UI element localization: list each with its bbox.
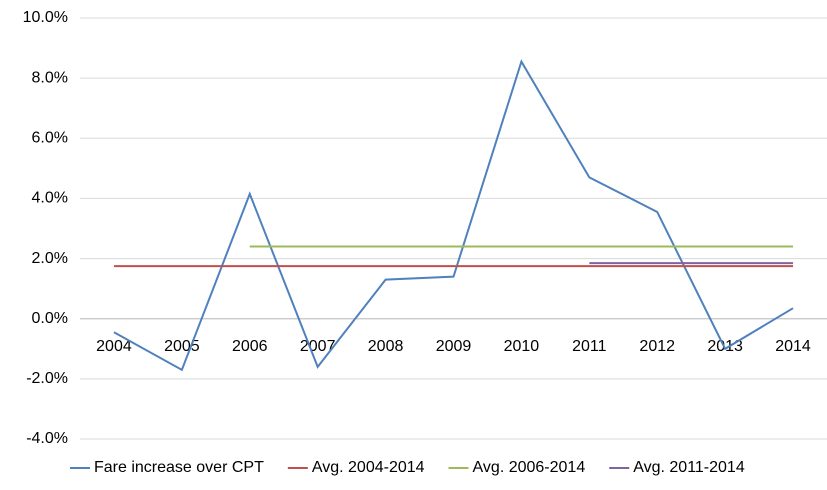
legend-label: Avg. 2006-2014	[473, 459, 586, 476]
series-line	[113, 59, 794, 372]
legend-label: Fare increase over CPT	[94, 459, 264, 476]
x-tick-label: 2006	[232, 338, 268, 355]
x-tick-label: 2009	[436, 338, 472, 355]
x-tick-label: 2012	[639, 338, 675, 355]
x-tick-label: 2005	[164, 338, 200, 355]
x-tick-label: 2010	[504, 338, 540, 355]
y-tick-label: 10.0%	[23, 9, 68, 26]
y-tick-label: 4.0%	[32, 190, 68, 207]
x-tick-label: 2011	[572, 338, 607, 355]
x-tick-label: 2008	[368, 338, 404, 355]
y-tick-label: -2.0%	[26, 370, 68, 387]
y-tick-label: -4.0%	[26, 430, 68, 447]
legend-label: Avg. 2011-2014	[633, 459, 745, 476]
y-tick-label: 6.0%	[32, 130, 68, 147]
x-tick-label: 2013	[707, 338, 743, 355]
x-tick-label: 2014	[775, 338, 811, 355]
y-tick-label: 8.0%	[32, 69, 68, 86]
legend-label: Avg. 2004-2014	[312, 459, 425, 476]
y-tick-label: 2.0%	[32, 250, 68, 267]
y-tick-label: 0.0%	[32, 310, 68, 327]
x-tick-label: 2007	[300, 338, 336, 355]
x-tick-label: 2004	[96, 338, 132, 355]
